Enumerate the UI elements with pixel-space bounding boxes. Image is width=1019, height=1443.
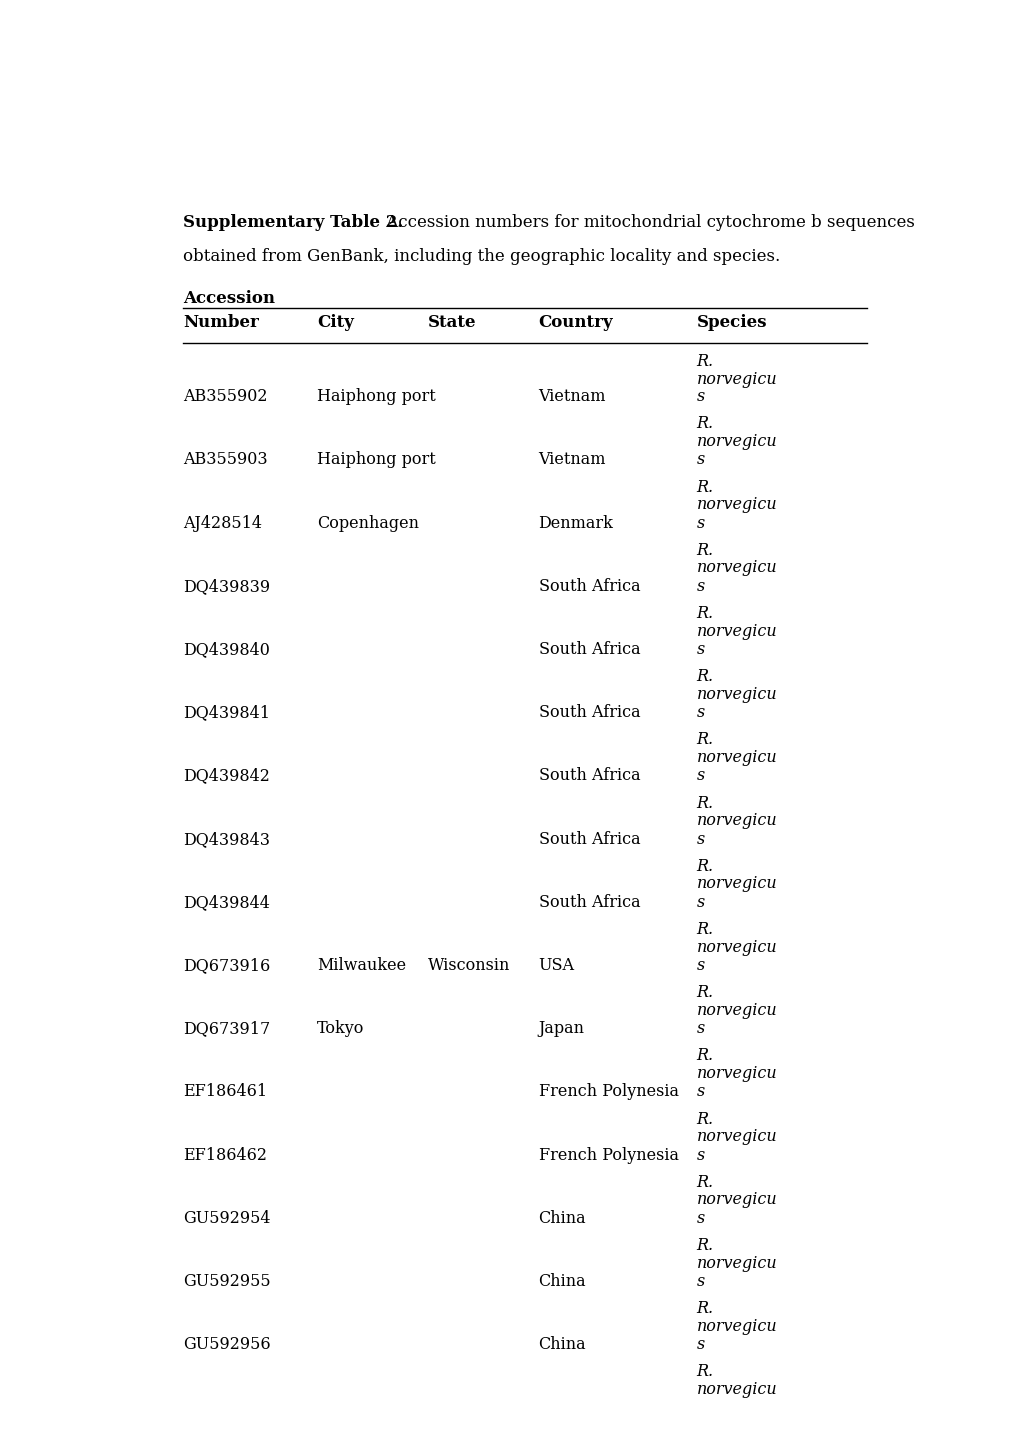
Text: French Polynesia: French Polynesia (538, 1084, 678, 1101)
Text: norvegicu: norvegicu (696, 685, 776, 703)
Text: s: s (696, 388, 704, 405)
Text: DQ439844: DQ439844 (182, 893, 269, 911)
Text: norvegicu: norvegicu (696, 1065, 776, 1082)
Text: s: s (696, 1336, 704, 1354)
Text: Wisconsin: Wisconsin (428, 957, 510, 974)
Text: s: s (696, 641, 704, 658)
Text: Vietnam: Vietnam (538, 452, 605, 469)
Text: obtained from GenBank, including the geographic locality and species.: obtained from GenBank, including the geo… (182, 248, 780, 264)
Text: AJ428514: AJ428514 (182, 515, 262, 531)
Text: s: s (696, 893, 704, 911)
Text: Japan: Japan (538, 1020, 584, 1038)
Text: DQ439839: DQ439839 (182, 577, 270, 595)
Text: R.: R. (696, 543, 713, 558)
Text: R.: R. (696, 921, 713, 938)
Text: s: s (696, 768, 704, 785)
Text: norvegicu: norvegicu (696, 1192, 776, 1208)
Text: GU592954: GU592954 (182, 1209, 270, 1227)
Text: s: s (696, 1020, 704, 1038)
Text: norvegicu: norvegicu (696, 433, 776, 450)
Text: Number: Number (182, 315, 259, 332)
Text: Denmark: Denmark (538, 515, 612, 531)
Text: China: China (538, 1336, 586, 1354)
Text: Vietnam: Vietnam (538, 388, 605, 405)
Text: norvegicu: norvegicu (696, 749, 776, 766)
Text: s: s (696, 515, 704, 531)
Text: norvegicu: norvegicu (696, 496, 776, 514)
Text: s: s (696, 452, 704, 469)
Text: South Africa: South Africa (538, 641, 640, 658)
Text: GU592956: GU592956 (182, 1336, 270, 1354)
Text: South Africa: South Africa (538, 768, 640, 785)
Text: R.: R. (696, 1175, 713, 1190)
Text: French Polynesia: French Polynesia (538, 1147, 678, 1163)
Text: Accession: Accession (182, 290, 274, 307)
Text: Accession numbers for mitochondrial cytochrome b sequences: Accession numbers for mitochondrial cyto… (381, 214, 914, 231)
Text: Haiphong port: Haiphong port (317, 388, 435, 405)
Text: norvegicu: norvegicu (696, 812, 776, 830)
Text: norvegicu: norvegicu (696, 1254, 776, 1271)
Text: Country: Country (538, 315, 612, 332)
Text: R.: R. (696, 668, 713, 685)
Text: R.: R. (696, 1364, 713, 1381)
Text: R.: R. (696, 1111, 713, 1127)
Text: s: s (696, 957, 704, 974)
Text: R.: R. (696, 354, 713, 371)
Text: R.: R. (696, 732, 713, 749)
Text: s: s (696, 704, 704, 722)
Text: norvegicu: norvegicu (696, 622, 776, 639)
Text: USA: USA (538, 957, 574, 974)
Text: R.: R. (696, 479, 713, 496)
Text: DQ439840: DQ439840 (182, 641, 269, 658)
Text: EF186462: EF186462 (182, 1147, 267, 1163)
Text: Supplementary Table 2.: Supplementary Table 2. (182, 214, 403, 231)
Text: R.: R. (696, 1237, 713, 1254)
Text: Haiphong port: Haiphong port (317, 452, 435, 469)
Text: norvegicu: norvegicu (696, 1128, 776, 1146)
Text: R.: R. (696, 984, 713, 1001)
Text: DQ673916: DQ673916 (182, 957, 270, 974)
Text: R.: R. (696, 859, 713, 874)
Text: AB355902: AB355902 (182, 388, 267, 405)
Text: South Africa: South Africa (538, 893, 640, 911)
Text: s: s (696, 1084, 704, 1101)
Text: norvegicu: norvegicu (696, 938, 776, 955)
Text: South Africa: South Africa (538, 704, 640, 722)
Text: norvegicu: norvegicu (696, 1317, 776, 1335)
Text: norvegicu: norvegicu (696, 371, 776, 388)
Text: Tokyo: Tokyo (317, 1020, 364, 1038)
Text: EF186461: EF186461 (182, 1084, 267, 1101)
Text: R.: R. (696, 416, 713, 433)
Text: DQ439842: DQ439842 (182, 768, 269, 785)
Text: City: City (317, 315, 354, 332)
Text: AB355903: AB355903 (182, 452, 267, 469)
Text: China: China (538, 1273, 586, 1290)
Text: DQ439843: DQ439843 (182, 831, 270, 847)
Text: State: State (428, 315, 476, 332)
Text: s: s (696, 1147, 704, 1163)
Text: s: s (696, 831, 704, 847)
Text: China: China (538, 1209, 586, 1227)
Text: norvegicu: norvegicu (696, 1001, 776, 1019)
Text: norvegicu: norvegicu (696, 876, 776, 892)
Text: s: s (696, 1273, 704, 1290)
Text: s: s (696, 577, 704, 595)
Text: norvegicu: norvegicu (696, 1381, 776, 1398)
Text: DQ439841: DQ439841 (182, 704, 270, 722)
Text: DQ673917: DQ673917 (182, 1020, 270, 1038)
Text: Copenhagen: Copenhagen (317, 515, 419, 531)
Text: R.: R. (696, 605, 713, 622)
Text: norvegicu: norvegicu (696, 560, 776, 576)
Text: s: s (696, 1209, 704, 1227)
Text: R.: R. (696, 1048, 713, 1065)
Text: R.: R. (696, 1300, 713, 1317)
Text: South Africa: South Africa (538, 577, 640, 595)
Text: R.: R. (696, 795, 713, 811)
Text: GU592955: GU592955 (182, 1273, 270, 1290)
Text: South Africa: South Africa (538, 831, 640, 847)
Text: Species: Species (696, 315, 766, 332)
Text: Milwaukee: Milwaukee (317, 957, 406, 974)
